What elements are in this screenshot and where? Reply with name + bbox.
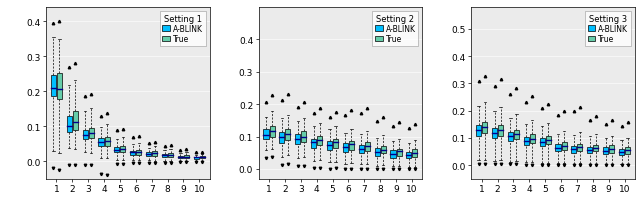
Bar	[269, 126, 275, 137]
Bar	[130, 151, 135, 155]
Bar	[530, 135, 535, 144]
Bar	[115, 147, 120, 153]
Bar	[146, 152, 151, 156]
Bar	[317, 136, 322, 146]
Bar	[476, 125, 481, 136]
Bar	[343, 144, 348, 152]
Bar	[561, 142, 566, 150]
Bar	[73, 112, 78, 131]
Bar	[136, 150, 141, 155]
Legend: A-BLINK, True: A-BLINK, True	[585, 12, 631, 46]
Bar	[381, 146, 386, 154]
Bar	[406, 152, 412, 159]
Bar	[349, 141, 354, 150]
Bar	[301, 132, 307, 142]
Bar	[200, 157, 205, 159]
Bar	[546, 136, 551, 144]
Bar	[524, 137, 529, 145]
Bar	[264, 130, 269, 139]
Bar	[104, 137, 109, 146]
Legend: A-BLINK, True: A-BLINK, True	[160, 12, 206, 46]
Bar	[593, 145, 598, 152]
Bar	[603, 148, 608, 154]
Bar	[162, 154, 167, 157]
Bar	[482, 122, 487, 133]
Bar	[333, 139, 338, 148]
Bar	[390, 151, 396, 158]
Bar	[540, 139, 545, 146]
Bar	[498, 126, 503, 137]
Bar	[88, 128, 93, 139]
Bar	[359, 145, 364, 153]
Bar	[374, 148, 380, 156]
Bar	[67, 117, 72, 133]
Bar	[625, 147, 630, 154]
Bar	[588, 147, 593, 153]
Bar	[572, 146, 577, 153]
Bar	[412, 149, 417, 157]
Bar	[178, 156, 183, 158]
Bar	[365, 142, 370, 151]
Legend: A-BLINK, True: A-BLINK, True	[372, 12, 419, 46]
Bar	[508, 133, 513, 141]
Bar	[397, 149, 402, 156]
Bar	[295, 134, 300, 144]
Bar	[609, 146, 614, 153]
Bar	[327, 141, 332, 150]
Bar	[51, 76, 56, 97]
Bar	[168, 154, 173, 157]
Bar	[57, 74, 62, 99]
Bar	[556, 145, 561, 152]
Bar	[99, 139, 104, 147]
Bar	[194, 157, 199, 159]
Bar	[285, 129, 291, 141]
Bar	[311, 139, 316, 148]
Bar	[152, 152, 157, 156]
Bar	[619, 149, 624, 155]
Bar	[120, 146, 125, 152]
Bar	[184, 155, 189, 158]
Bar	[492, 129, 497, 139]
Bar	[279, 132, 284, 143]
Bar	[83, 131, 88, 140]
Bar	[577, 144, 582, 151]
Bar	[514, 130, 519, 139]
